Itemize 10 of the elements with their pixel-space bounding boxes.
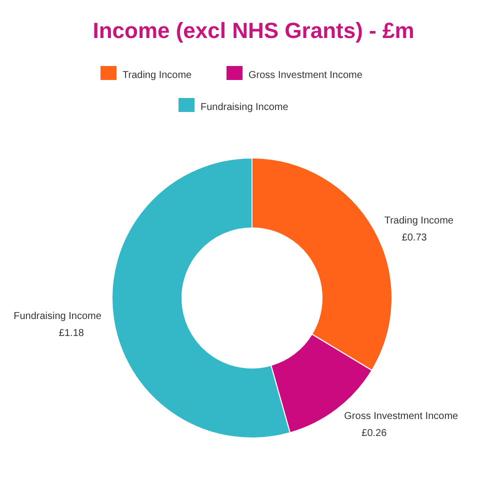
legend-label: Trading Income — [122, 70, 192, 81]
legend-label: Fundraising Income — [200, 102, 289, 113]
slice-label: Fundraising Income — [14, 310, 102, 322]
data-label: £1.18 — [58, 328, 84, 339]
data-label: £0.26 — [362, 428, 388, 439]
legend-label: Gross Investment Income — [248, 70, 363, 81]
slice-label: Trading Income — [384, 215, 454, 226]
chart-title: Income (excl NHS Grants) - £m — [92, 18, 414, 43]
data-label: £0.73 — [402, 232, 428, 244]
slice-label: Gross Investment Income — [344, 410, 459, 422]
